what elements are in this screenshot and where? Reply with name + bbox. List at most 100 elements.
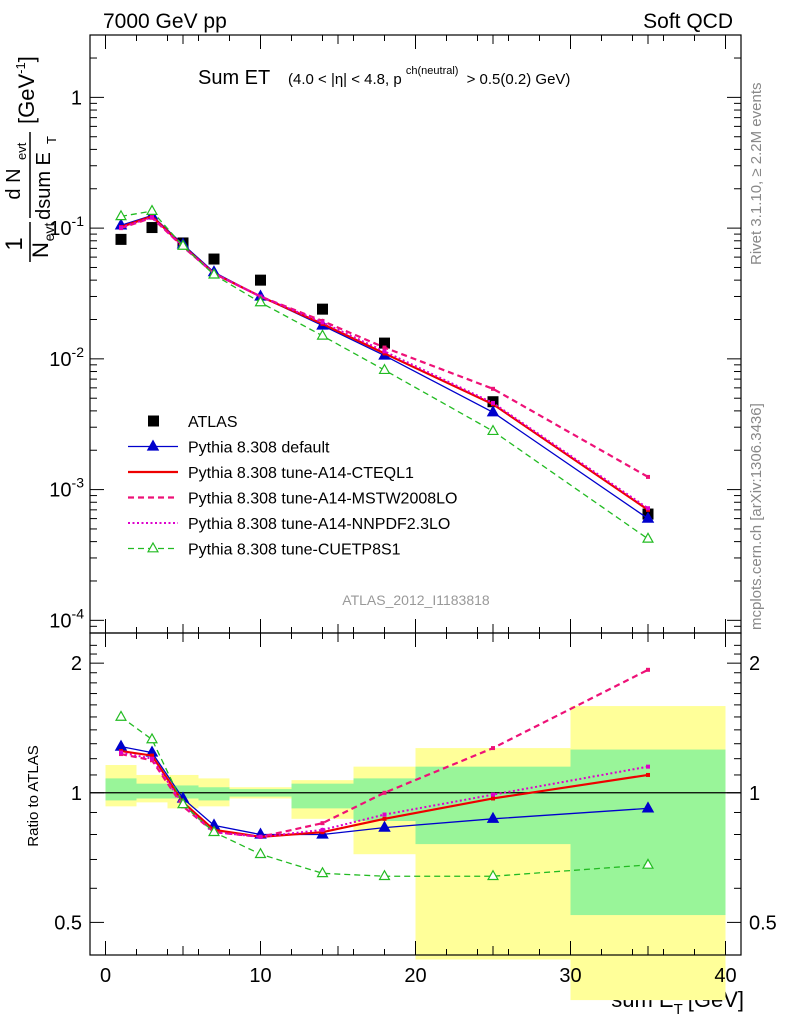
ratio-series-line-3 xyxy=(120,751,649,838)
ylabel-dsum: dsum E xyxy=(33,152,55,220)
xlabel-sub: T xyxy=(674,1001,683,1018)
ratio-series-marker-4 xyxy=(177,797,189,809)
main-series-marker-3 xyxy=(491,386,495,391)
main-series-marker-4 xyxy=(491,400,495,405)
main-series-marker-4 xyxy=(646,506,650,511)
ratio-y-tick-label: 0.5 xyxy=(54,912,82,934)
ratio-series-marker-4 xyxy=(378,869,391,881)
main-series-marker-1 xyxy=(641,511,655,523)
ratio-band-green xyxy=(291,783,354,809)
category-label: Soft QCD xyxy=(643,10,733,33)
tick-exp: -1 xyxy=(72,213,85,229)
ylabel-num-frac: 1 xyxy=(1,237,28,250)
ratio-series-marker-1 xyxy=(646,772,650,777)
analysis-watermark: ATLAS_2012_I1183818 xyxy=(342,592,490,608)
plot-title-cut: (4.0 < |η| < 4.8, p ch(neutral) > 0.5(0.… xyxy=(288,61,570,88)
main-series-marker-4 xyxy=(119,225,123,230)
ratio-band-green xyxy=(136,783,168,799)
ylabel-unit-close: ] xyxy=(14,56,39,62)
ratio-panel: 0.5 0.51 12 20 10 20 30 40 xyxy=(54,632,777,1001)
main-plot-title: Sum ET (4.0 < |η| < 4.8, p ch(neutral) >… xyxy=(198,61,570,89)
ylabel-unit: [GeV-1] xyxy=(13,56,39,124)
ratio-band-green xyxy=(415,766,571,845)
ratio-series-marker-3 xyxy=(491,792,495,797)
ratio-series-marker-3 xyxy=(382,812,387,817)
ratio-series-marker-4 xyxy=(254,847,267,859)
main-series-marker-2 xyxy=(382,351,387,356)
ratio-series-marker-2 xyxy=(382,790,387,795)
legend-label-5: Pythia 8.308 tune-CUETP8S1 xyxy=(188,542,401,559)
legend-label-0: ATLAS xyxy=(188,414,238,431)
main-series-marker-5 xyxy=(316,329,329,340)
ylabel-dsum-sub: T xyxy=(44,136,59,144)
atlas-data-point xyxy=(379,337,390,349)
plot-title-cut-sup: ch(neutral) xyxy=(406,65,459,77)
ratio-series-marker-0 xyxy=(378,820,391,832)
ylabel-den-frac: N xyxy=(28,242,53,258)
ylabel-d-sub: evt xyxy=(14,142,29,160)
legend-marker-atlas xyxy=(148,415,159,427)
main-series-marker-5 xyxy=(487,424,499,436)
main-y-tick-label: 1 xyxy=(71,87,82,109)
main-series-marker-4 xyxy=(150,215,154,220)
ratio-series-marker-0 xyxy=(114,739,128,751)
main-series-marker-5 xyxy=(146,204,158,215)
atlas-data-point xyxy=(115,233,127,245)
rivet-version-label: Rivet 3.1.10, ≥ 2.2M events xyxy=(748,83,765,266)
ratio-series-marker-2 xyxy=(491,746,495,751)
plot-title-main: Sum ET xyxy=(198,67,270,89)
main-series-marker-3 xyxy=(646,474,650,479)
plot-title-cut-pre: (4.0 < |η| < 4.8, p xyxy=(288,71,402,88)
ratio-y-tick-label-right: 0.5 xyxy=(749,912,777,934)
ratio-series-marker-3 xyxy=(646,764,650,769)
main-y-tick-label: 10-3 xyxy=(49,475,84,502)
x-tick-label: 10 xyxy=(249,965,271,987)
legend-marker-1 xyxy=(146,439,160,451)
main-series-marker-5 xyxy=(254,295,267,307)
ratio-series-marker-2 xyxy=(320,821,325,826)
ratio-series-marker-4 xyxy=(642,858,654,869)
tick-exp: -4 xyxy=(72,605,85,621)
tick-base: 10 xyxy=(49,480,71,502)
ratio-series-marker-4 xyxy=(146,732,158,744)
main-series-marker-5 xyxy=(378,363,391,375)
ratio-series-marker-2 xyxy=(646,667,650,672)
ratio-series-marker-1 xyxy=(150,753,154,758)
ratio-series-marker-3 xyxy=(320,827,325,832)
main-series-marker-3 xyxy=(382,345,387,350)
ratio-y-tick-label-right: 1 xyxy=(749,783,760,805)
main-y-tick-label: 10-4 xyxy=(49,605,84,632)
main-y-tick-label: 10-2 xyxy=(49,344,84,371)
main-series-marker-5 xyxy=(208,268,220,279)
x-tick-label: 30 xyxy=(559,965,581,987)
ratio-series-marker-4 xyxy=(208,825,220,837)
ylabel-d: d N xyxy=(3,168,25,199)
x-tick-label: 20 xyxy=(404,965,426,987)
ratio-series-marker-4 xyxy=(487,869,499,881)
ratio-band-green xyxy=(570,749,726,916)
main-panel: 10-410-310-210-11 xyxy=(49,34,742,634)
main-y-tick-label: 10-1 xyxy=(49,213,84,240)
tick-base: 10 xyxy=(49,349,71,371)
ratio-series-marker-1 xyxy=(320,830,325,835)
legend-label-3: Pythia 8.308 tune-A14-MSTW2008LO xyxy=(188,491,457,508)
atlas-data-point xyxy=(255,274,266,286)
ratio-series-marker-1 xyxy=(382,816,387,821)
main-y-axis-label: 1 N evt d N evt dsum E T [GeV-1] xyxy=(1,56,59,262)
legend-label-4: Pythia 8.308 tune-A14-NNPDF2.3LO xyxy=(188,516,450,533)
ratio-series-marker-3 xyxy=(150,756,154,761)
ylabel-unit-sup: -1 xyxy=(13,62,28,74)
ratio-y-tick-label: 1 xyxy=(71,783,82,805)
tick-base: 10 xyxy=(49,610,71,632)
energy-label: 7000 GeV pp xyxy=(103,10,227,33)
main-series-marker-5 xyxy=(177,239,189,250)
x-tick-label: 0 xyxy=(100,965,111,987)
ratio-band-green xyxy=(105,778,137,801)
main-series-marker-4 xyxy=(320,320,325,325)
ratio-series-marker-3 xyxy=(119,750,123,755)
tick-exp: -2 xyxy=(72,344,85,360)
mcplots-label: mcplots.cern.ch [arXiv:1306.3436] xyxy=(748,403,765,630)
x-tick-label: 40 xyxy=(714,965,736,987)
ylabel-unit-text: [GeV xyxy=(14,74,39,124)
